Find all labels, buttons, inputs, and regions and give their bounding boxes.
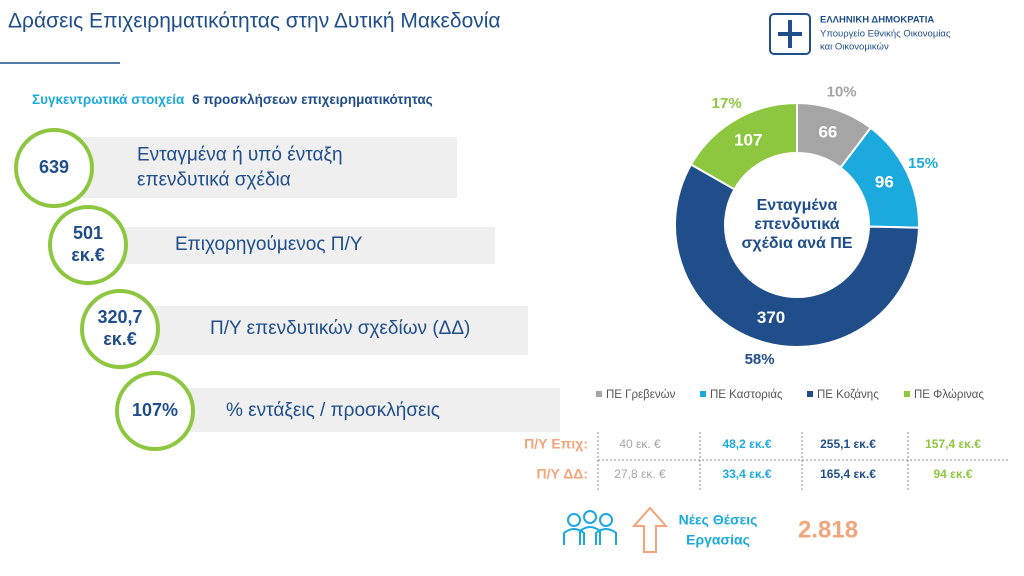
kpi-band <box>130 306 528 355</box>
subtitle: Συγκεντρωτικά στοιχεία 6 προσκλήσεων επι… <box>32 92 433 107</box>
kpi-label: Ενταγμένα ή υπό ένταξη <box>137 145 343 166</box>
kpi-label: Π/Υ επενδυτικών σχεδίων (ΔΔ) <box>210 318 470 339</box>
donut-center-text: σχέδια ανά ΠΕ <box>741 235 852 252</box>
person-icon <box>583 510 597 524</box>
kpi-circle <box>48 205 128 285</box>
donut-segment <box>674 163 920 348</box>
table-cell: 165,4 εκ.€ <box>820 467 876 481</box>
segment-value: 96 <box>875 172 894 191</box>
kpi-value: 501 <box>73 223 103 243</box>
logo-line: Υπουργείο Εθνικής Οικονομίας <box>820 29 951 40</box>
logo-cross <box>778 20 802 48</box>
legend-label: ΠΕ Κοζάνης <box>817 389 879 401</box>
table-cell: 48,2 εκ.€ <box>722 437 771 451</box>
table-cell: 27,8 εκ. € <box>614 467 666 481</box>
kpi-circle <box>115 371 195 451</box>
segment-percent: 17% <box>712 95 742 112</box>
jobs-icons <box>563 506 669 553</box>
table-cell: 94 εκ.€ <box>933 467 972 481</box>
legend-swatch <box>807 391 813 397</box>
kpi-value: εκ.€ <box>103 329 137 349</box>
segment-percent: 15% <box>908 155 938 172</box>
kpi-band <box>165 388 560 432</box>
subtitle-rest: 6 προσκλήσεων επιχειρηματικότητας <box>192 92 433 107</box>
logo: ΕΛΛΗΝΙΚΗ ΔΗΜΟΚΡΑΤΙΑ Υπουργείο Εθνικής Οι… <box>769 13 951 55</box>
jobs-label: Εργασίας <box>686 532 750 548</box>
row-label: Π/Υ ΔΔ: <box>537 466 589 482</box>
legend-label: ΠΕ Γρεβενών <box>606 389 676 401</box>
table-cell: 33,4 εκ.€ <box>722 467 771 481</box>
kpi-band <box>60 137 457 198</box>
kpi-band <box>95 227 495 264</box>
table-cell: 255,1 εκ.€ <box>820 437 876 451</box>
legend-label: ΠΕ Καστοριάς <box>710 389 783 401</box>
kpi-label: επενδυτικά σχέδια <box>137 170 291 191</box>
kpi-circle <box>80 289 160 369</box>
table-cell: 40 εκ. € <box>619 437 661 451</box>
legend-swatch <box>904 391 910 397</box>
table-cell: 157,4 εκ.€ <box>925 437 981 451</box>
legend: ΠΕ Γρεβενών ΠΕ Καστοριάς ΠΕ Κοζάνης ΠΕ Φλώρ… <box>596 389 984 401</box>
donut-segment <box>689 101 798 191</box>
kpi-label: % εντάξεις / προσκλήσεις <box>226 400 440 421</box>
segment-percent: 58% <box>745 351 775 368</box>
jobs-value: 2.818 <box>798 516 858 543</box>
logo-line: και Οικονομικών <box>820 42 889 53</box>
arrow-icon <box>631 506 669 553</box>
subtitle-lead: Συγκεντρωτικά στοιχεία <box>32 92 185 107</box>
person-icon <box>599 513 613 527</box>
donut-center-text: επενδυτικά <box>754 216 839 233</box>
segment-value: 107 <box>734 131 762 150</box>
person-icon <box>567 513 581 527</box>
legend-swatch <box>700 391 706 397</box>
legend-swatch <box>596 391 602 397</box>
kpi-list: 639 Ενταγμένα ή υπό ένταξη επενδυτικά σχέδ… <box>14 128 560 451</box>
kpi-value: εκ.€ <box>71 245 105 265</box>
donut-center-text: Ενταγμένα <box>757 197 838 214</box>
kpi-value: 639 <box>39 157 69 177</box>
kpi-value: 107% <box>132 400 178 420</box>
logo-line: ΕΛΛΗΝΙΚΗ ΔΗΜΟΚΡΑΤΙΑ <box>820 15 934 26</box>
row-label: Π/Υ Επιχ: <box>524 436 588 452</box>
jobs-label: Νέες Θέσεις <box>679 512 758 528</box>
budget-table: Π/Υ Επιχ: 40 εκ. € 48,2 εκ.€ 255,1 εκ.€ 157,… <box>524 432 1010 490</box>
kpi-label: Επιχορηγούμενος Π/Υ <box>175 234 363 255</box>
segment-value: 66 <box>818 123 837 142</box>
legend-label: ΠΕ Φλώρινας <box>914 389 984 401</box>
people-bodies <box>563 526 617 545</box>
donut-chart: 66 10% 96 15% 370 58% 107 17% Ενταγμένα επενδυτικ… <box>674 83 938 368</box>
slide-title: Δράσεις Επιχειρηματικότητας στην Δυτική … <box>8 10 501 33</box>
kpi-value: 320,7 <box>97 307 142 327</box>
segment-value: 370 <box>757 308 785 327</box>
segment-percent: 10% <box>827 83 857 100</box>
kpi-circle <box>14 128 94 208</box>
